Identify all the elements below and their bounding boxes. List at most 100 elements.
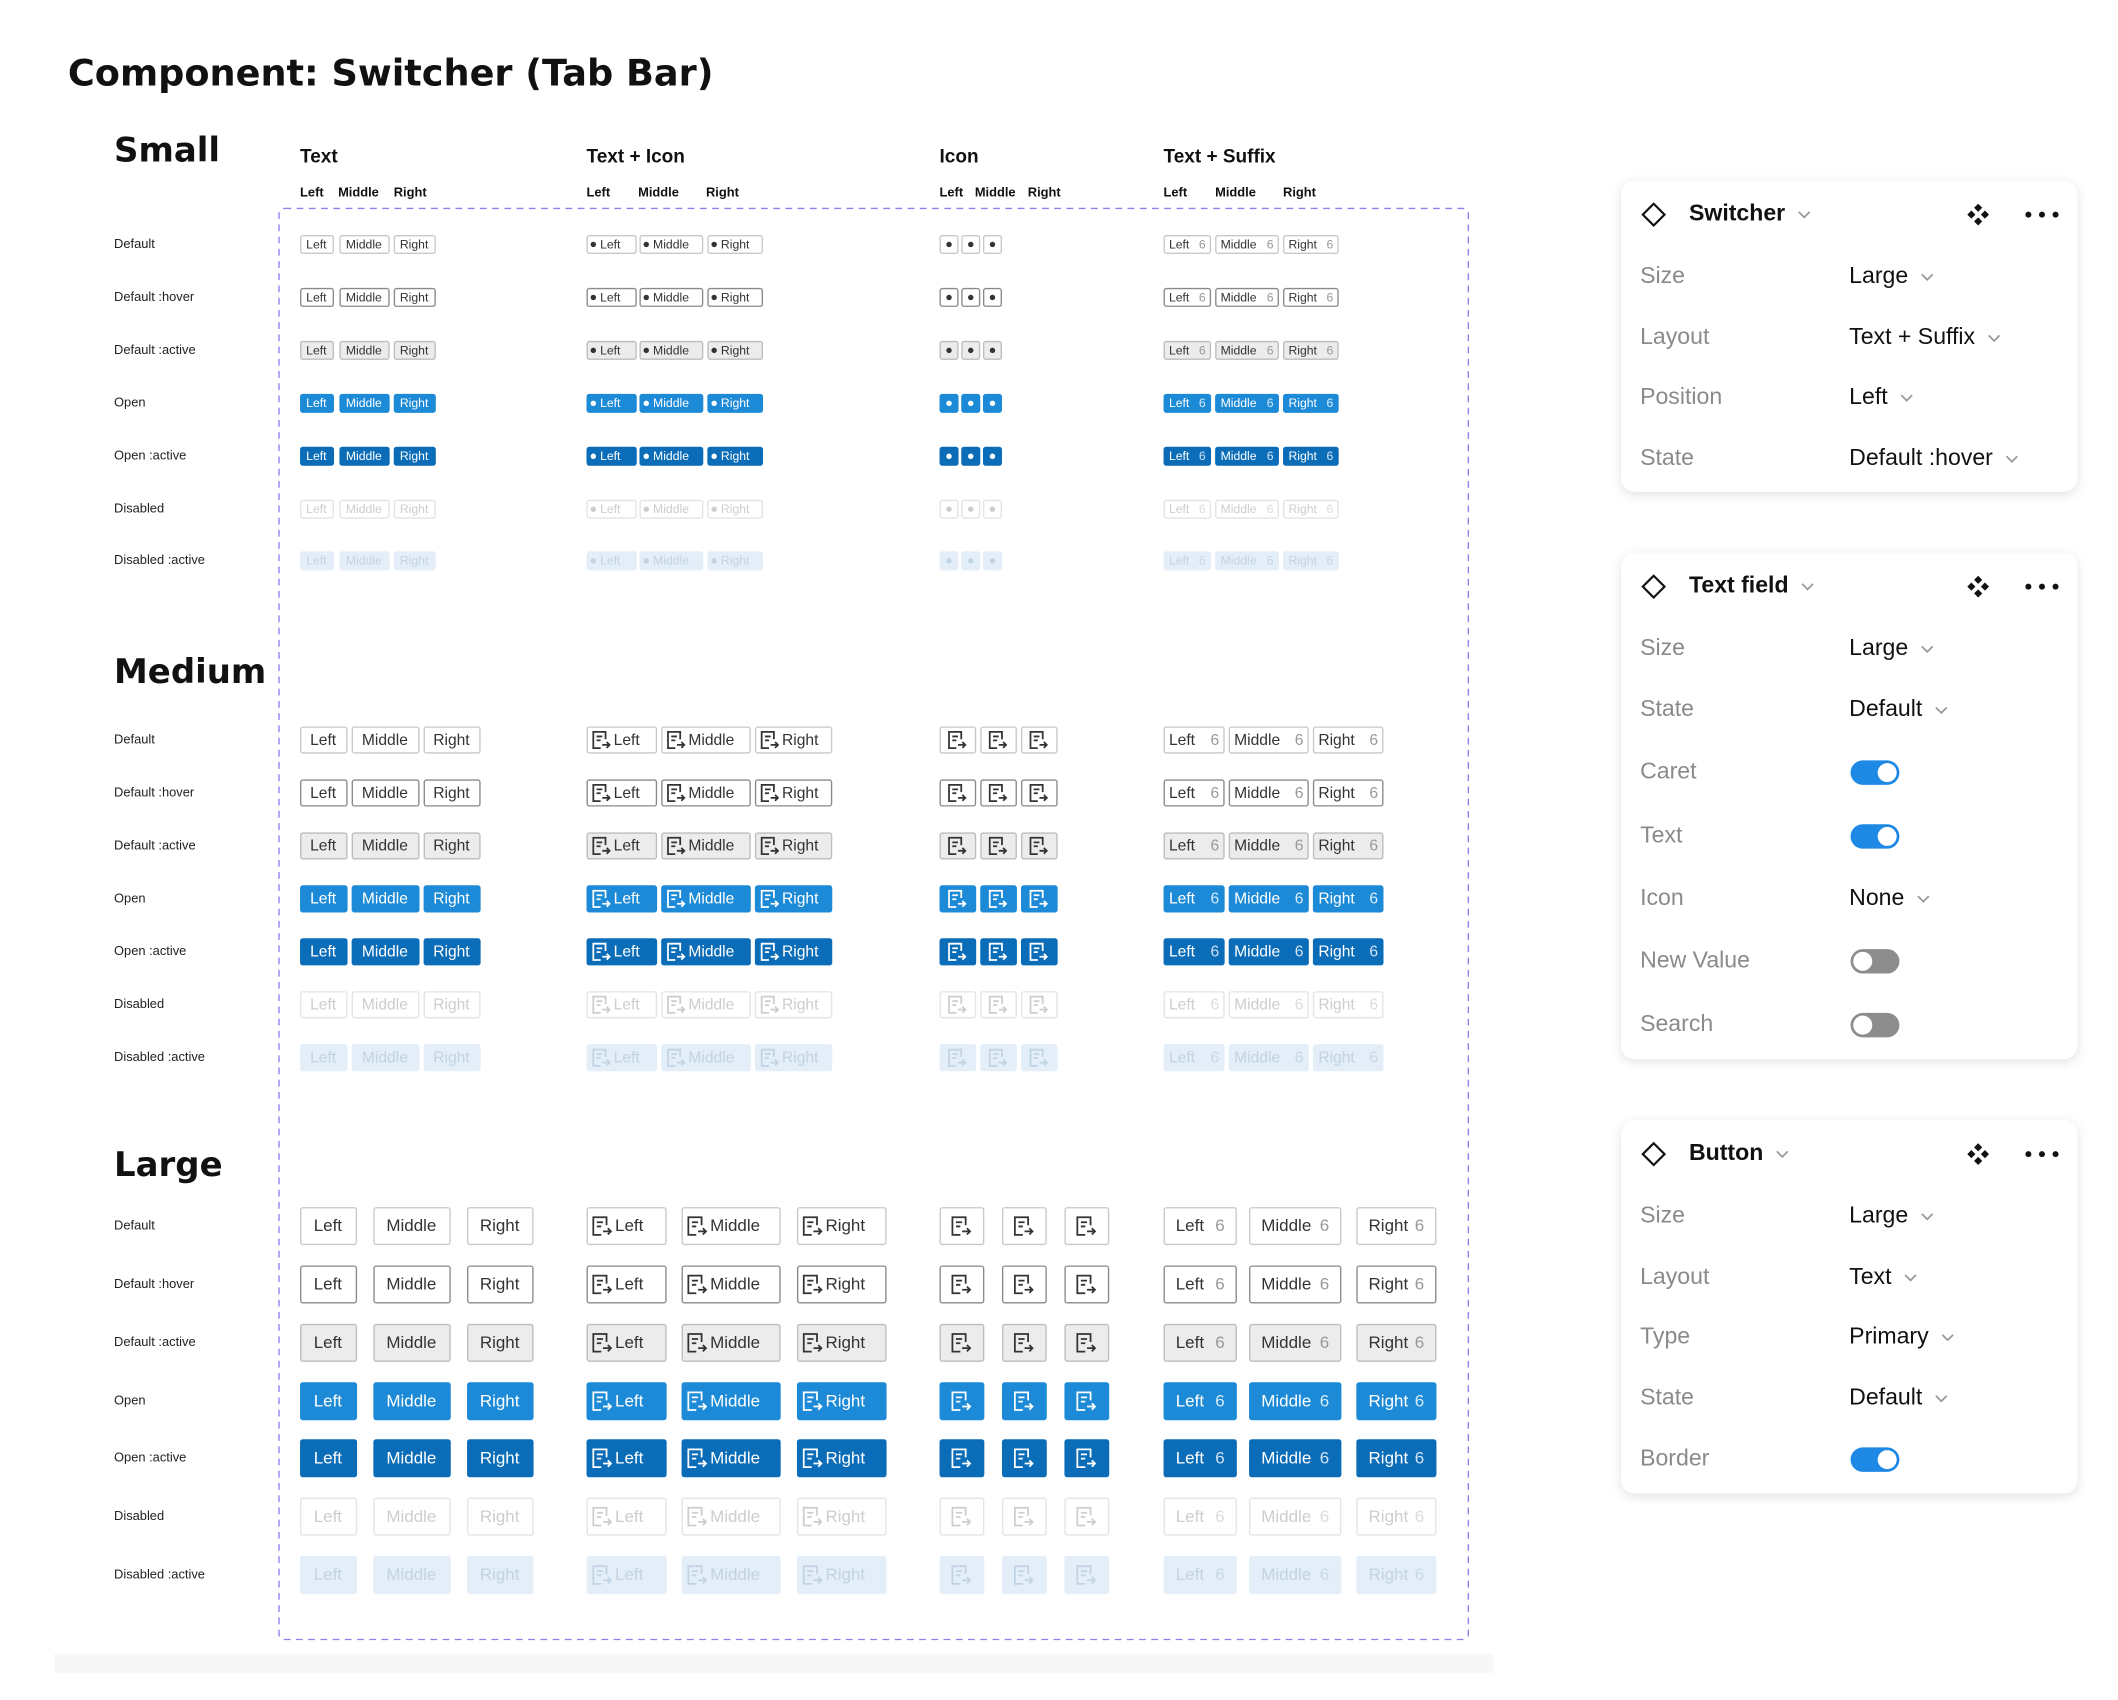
- switcher-tab[interactable]: [1001, 1497, 1047, 1536]
- switcher-tab[interactable]: [1228, 1044, 1309, 1072]
- switcher-tab[interactable]: [1249, 1497, 1342, 1536]
- switcher-tab[interactable]: [586, 499, 637, 519]
- switcher-tab[interactable]: [1356, 1497, 1437, 1536]
- switcher-tab[interactable]: [1356, 1382, 1437, 1421]
- switcher-tab[interactable]: [1001, 1207, 1047, 1246]
- switcher-tab[interactable]: [1228, 885, 1309, 913]
- switcher-tab[interactable]: [1312, 885, 1384, 913]
- switcher-tab[interactable]: [300, 1323, 358, 1362]
- switcher-tab[interactable]: [339, 287, 390, 307]
- switcher-tab[interactable]: [1249, 1439, 1342, 1478]
- switcher-tab[interactable]: [1163, 1382, 1237, 1421]
- switcher-tab[interactable]: [300, 234, 334, 254]
- switcher-tab[interactable]: [681, 1555, 781, 1595]
- property-value[interactable]: Large: [1849, 1202, 1908, 1228]
- switcher-tab[interactable]: [796, 1265, 887, 1304]
- switcher-tab[interactable]: [393, 551, 436, 571]
- switcher-tab[interactable]: [1215, 340, 1279, 360]
- switcher-tab[interactable]: [1163, 1207, 1237, 1246]
- switcher-tab[interactable]: [351, 1044, 420, 1072]
- switcher-tab[interactable]: [796, 1207, 887, 1246]
- switcher-tab[interactable]: [1228, 779, 1309, 807]
- switcher-tab[interactable]: [639, 446, 704, 466]
- switcher-tab[interactable]: [586, 779, 658, 807]
- switcher-tab[interactable]: [1064, 1265, 1110, 1304]
- property-value[interactable]: Primary: [1849, 1323, 1929, 1349]
- switcher-tab[interactable]: [1163, 1497, 1237, 1536]
- switcher-tab[interactable]: [339, 340, 390, 360]
- property-value[interactable]: Default :hover: [1849, 444, 1993, 470]
- switcher-tab[interactable]: [1356, 1265, 1437, 1304]
- switcher-tab[interactable]: [423, 885, 481, 913]
- switcher-tab[interactable]: [1064, 1555, 1110, 1595]
- switcher-tab[interactable]: [681, 1439, 781, 1478]
- switcher-tab[interactable]: [1163, 393, 1212, 413]
- switcher-tab[interactable]: [939, 1265, 985, 1304]
- switcher-tab[interactable]: [1283, 551, 1339, 571]
- switcher-tab[interactable]: [1064, 1497, 1110, 1536]
- switcher-tab[interactable]: [300, 1265, 358, 1304]
- more-menu[interactable]: [2025, 583, 2032, 590]
- property-value[interactable]: Default: [1849, 695, 1923, 721]
- switcher-tab[interactable]: [1163, 779, 1225, 807]
- switcher-tab[interactable]: [939, 1323, 985, 1362]
- switcher-tab[interactable]: [796, 1382, 887, 1421]
- switcher-tab[interactable]: [351, 726, 420, 754]
- switcher-tab[interactable]: [423, 726, 481, 754]
- switcher-tab[interactable]: [393, 446, 436, 466]
- switcher-tab[interactable]: [586, 832, 658, 860]
- switcher-tab[interactable]: [300, 1207, 358, 1246]
- switcher-tab[interactable]: [1064, 1382, 1110, 1421]
- switcher-tab[interactable]: [339, 551, 390, 571]
- switcher-tab[interactable]: [339, 234, 390, 254]
- move-icon[interactable]: [1974, 575, 1983, 584]
- switcher-tab[interactable]: [467, 1207, 534, 1246]
- switcher-tab[interactable]: [1163, 1323, 1237, 1362]
- switcher-tab[interactable]: [1283, 499, 1339, 519]
- switcher-tab[interactable]: [1163, 832, 1225, 860]
- switcher-tab[interactable]: [1312, 1044, 1384, 1072]
- switcher-tab[interactable]: [796, 1323, 887, 1362]
- more-menu[interactable]: [2052, 211, 2059, 218]
- switcher-tab[interactable]: [707, 393, 764, 413]
- switcher-tab[interactable]: [1215, 499, 1279, 519]
- switcher-tab[interactable]: [300, 446, 334, 466]
- switcher-tab[interactable]: [1001, 1323, 1047, 1362]
- switcher-tab[interactable]: [373, 1207, 451, 1246]
- switcher-tab[interactable]: [586, 551, 637, 571]
- switcher-tab[interactable]: [586, 885, 658, 913]
- switcher-tab[interactable]: [373, 1323, 451, 1362]
- switcher-tab[interactable]: [1163, 499, 1212, 519]
- switcher-tab[interactable]: [1001, 1555, 1047, 1595]
- switcher-tab[interactable]: [300, 1044, 348, 1072]
- switcher-tab[interactable]: [300, 832, 348, 860]
- switcher-tab[interactable]: [639, 340, 704, 360]
- switcher-tab[interactable]: [707, 234, 764, 254]
- switcher-tab[interactable]: [1163, 991, 1225, 1019]
- move-icon[interactable]: [1967, 582, 1976, 591]
- switcher-tab[interactable]: [586, 1044, 658, 1072]
- switcher-tab[interactable]: [373, 1382, 451, 1421]
- switcher-tab[interactable]: [339, 499, 390, 519]
- switcher-tab[interactable]: [681, 1265, 781, 1304]
- move-icon[interactable]: [1980, 210, 1990, 219]
- switcher-tab[interactable]: [1163, 446, 1212, 466]
- switcher-tab[interactable]: [423, 991, 481, 1019]
- switcher-tab[interactable]: [1215, 551, 1279, 571]
- switcher-tab[interactable]: [351, 938, 420, 966]
- switcher-tab[interactable]: [423, 938, 481, 966]
- switcher-tab[interactable]: [1163, 1439, 1237, 1478]
- switcher-tab[interactable]: [351, 991, 420, 1019]
- switcher-tab[interactable]: [1312, 938, 1384, 966]
- switcher-tab[interactable]: [1163, 885, 1225, 913]
- switcher-tab[interactable]: [1356, 1323, 1437, 1362]
- switcher-tab[interactable]: [300, 726, 348, 754]
- switcher-tab[interactable]: [373, 1439, 451, 1478]
- switcher-tab[interactable]: [1228, 991, 1309, 1019]
- switcher-tab[interactable]: [351, 779, 420, 807]
- switcher-tab[interactable]: [1163, 1555, 1237, 1595]
- more-menu[interactable]: [2038, 583, 2045, 590]
- switcher-tab[interactable]: [393, 340, 436, 360]
- switcher-tab[interactable]: [300, 287, 334, 307]
- switcher-tab[interactable]: [300, 551, 334, 571]
